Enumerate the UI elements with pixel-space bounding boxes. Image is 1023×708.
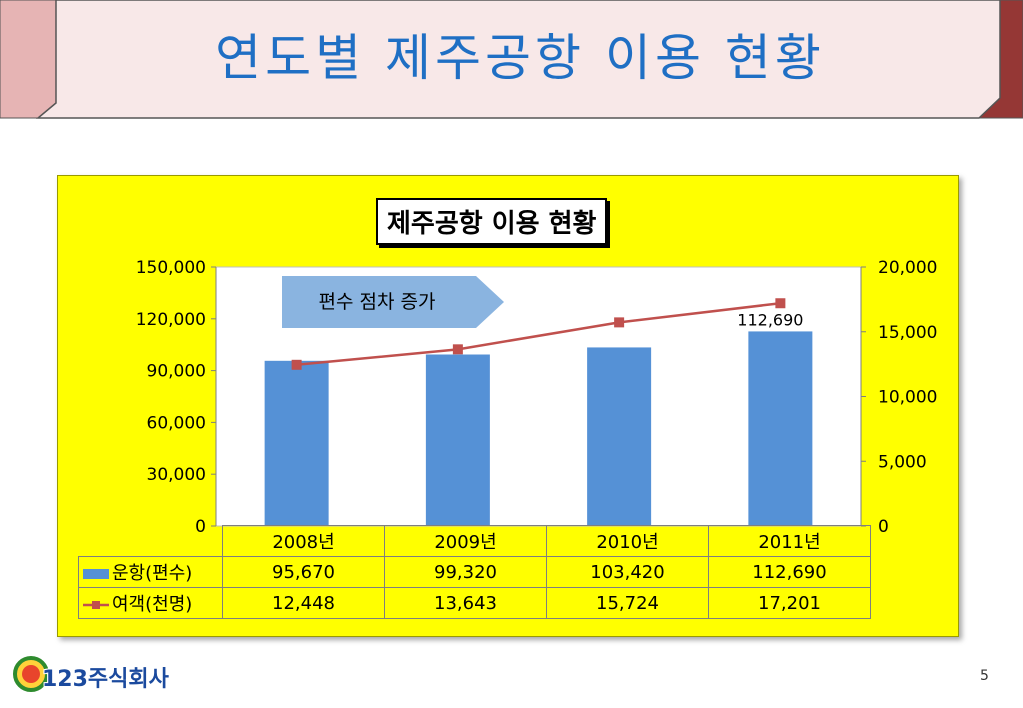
table-cell: 103,420 — [546, 556, 709, 588]
line-markers — [291, 298, 786, 370]
logo-mark-icon — [13, 656, 49, 692]
title-banner — [0, 0, 1023, 119]
table-cell: 12,448 — [222, 587, 385, 619]
right-tick-label: 10,000 — [878, 388, 937, 408]
chart-data-table: 2008년 2009년 2010년 2011년 운항(편수) 95,670 99… — [78, 525, 871, 619]
table-cell: 15,724 — [546, 587, 709, 619]
category-label: 2011년 — [708, 525, 871, 557]
category-label: 2010년 — [546, 525, 709, 557]
bar-series — [264, 331, 813, 526]
series-name: 여객(천명) — [112, 594, 193, 615]
left-tick-label: 30,000 — [147, 465, 206, 485]
table-cell: 17,201 — [708, 587, 871, 619]
line-point — [614, 317, 625, 328]
table-cell: 13,643 — [384, 587, 547, 619]
left-tick-label: 150,000 — [136, 258, 206, 278]
left-tick-label: 120,000 — [136, 310, 206, 330]
table-header-row: 2008년 2009년 2010년 2011년 — [79, 525, 871, 557]
callout-text: 편수 점차 증가 — [318, 291, 436, 313]
passenger-line — [296, 302, 781, 367]
right-tick-label: 0 — [878, 517, 889, 537]
right-tick-label: 15,000 — [878, 323, 937, 343]
line-point — [775, 298, 786, 309]
bar — [587, 347, 652, 526]
bar-legend-key — [83, 569, 109, 579]
bar — [748, 331, 813, 526]
right-axis-ticks: 0 5,000 10,000 15,000 20,000 — [861, 258, 937, 537]
page-number: 5 — [980, 668, 989, 684]
bar — [425, 354, 490, 526]
right-tick-label: 20,000 — [878, 258, 937, 278]
category-label: 2008년 — [222, 525, 385, 557]
table-cell: 112,690 — [708, 556, 871, 588]
table-cell: 99,320 — [384, 556, 547, 588]
table-corner — [79, 526, 223, 557]
line-point — [452, 344, 463, 355]
banner-left-tab — [0, 0, 57, 119]
slide-title: 연도별 제주공항 이용 현황 — [215, 29, 825, 87]
table-row-flights: 운항(편수) 95,670 99,320 103,420 112,690 — [78, 556, 871, 588]
banner-main — [35, 0, 1001, 119]
right-tick-label: 5,000 — [878, 452, 927, 472]
line-legend-key — [83, 601, 109, 609]
chart-title: 제주공항 이용 현황 — [376, 198, 608, 245]
line-point — [291, 359, 302, 370]
left-axis-ticks: 0 30,000 60,000 90,000 120,000 150,000 — [136, 258, 216, 537]
table-cell: 95,670 — [222, 556, 385, 588]
left-tick-label: 60,000 — [147, 413, 206, 433]
series-name: 운항(편수) — [112, 563, 193, 584]
logo-text: 123주식회사 — [42, 667, 169, 692]
bar — [264, 360, 329, 526]
table-row-passengers: 여객(천명) 12,448 13,643 15,724 17,201 — [78, 587, 871, 619]
left-tick-label: 90,000 — [147, 362, 206, 382]
annotation-callout: 편수 점차 증가 — [282, 276, 504, 328]
series-label-passengers: 여객(천명) — [78, 587, 223, 619]
callout-arrow-shape — [282, 276, 504, 328]
data-label: 112,690 — [737, 310, 803, 329]
chart-panel: 0 30,000 60,000 90,000 120,000 150,000 0 5,000… — [57, 175, 959, 637]
data-labels: 112,690 — [737, 310, 803, 329]
series-label-flights: 운항(편수) — [78, 556, 223, 588]
company-logo: 123주식회사 — [12, 653, 169, 695]
category-label: 2009년 — [384, 525, 547, 557]
left-tick-label: 0 — [195, 517, 206, 537]
